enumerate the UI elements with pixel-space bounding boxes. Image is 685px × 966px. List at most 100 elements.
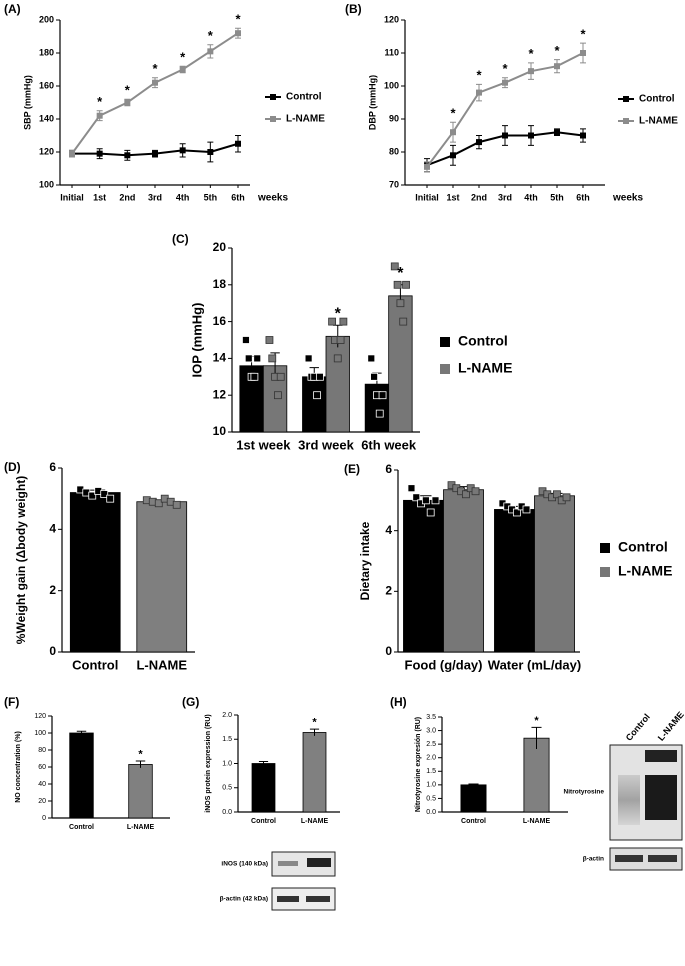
y-tick-label: 1.5 [222, 736, 232, 743]
blot-band [618, 775, 640, 825]
blot-label: Nitrotyrosine [564, 789, 605, 796]
data-point [207, 149, 214, 155]
x-tick-label: 1st [446, 192, 459, 202]
data-point [502, 132, 508, 139]
blot-label: β-actin [583, 856, 604, 863]
x-tick-label: Food (g/day) [405, 657, 483, 672]
x-tick-label: Water (mL/day) [488, 657, 581, 672]
legend-marker [623, 118, 629, 124]
error-bar [309, 728, 320, 736]
error-bar [258, 761, 269, 766]
blot-band [615, 855, 643, 862]
x-tick-label: 2nd [471, 192, 487, 202]
x-tick-label: Initial [415, 192, 439, 202]
y-tick-label: 2 [385, 584, 392, 598]
error-bar [76, 730, 87, 735]
y-tick-label: 12 [213, 387, 227, 401]
y-tick-label: 3.0 [426, 727, 436, 734]
y-axis-label: DBP (mmHg) [367, 75, 377, 130]
x-tick-label: Initial [60, 192, 84, 202]
data-point [235, 30, 241, 37]
y-tick-label: 20 [38, 798, 46, 805]
bar [388, 295, 413, 433]
y-tick-label: 70 [389, 179, 399, 189]
data-point [100, 490, 109, 498]
x-tick-label: 5th [204, 192, 218, 202]
y-tick-label: 0.0 [222, 809, 232, 816]
panel-label: (D) [4, 460, 21, 474]
legend-marker [270, 116, 276, 122]
y-tick-label: 6 [49, 460, 56, 474]
y-axis-label: Dietary intake [358, 521, 372, 600]
blot-band [277, 896, 299, 902]
data-point [522, 505, 531, 514]
legend-marker [270, 94, 276, 100]
data-point [426, 508, 435, 517]
significance-marker: * [180, 50, 186, 65]
y-axis-label: iNOS protein expression (RU) [205, 714, 212, 812]
bar [443, 489, 484, 653]
y-tick-label: 6 [385, 462, 392, 476]
data-point [378, 391, 387, 400]
data-point [450, 129, 456, 136]
x-tick-label: Control [461, 818, 486, 825]
data-point [152, 150, 158, 157]
data-point [402, 280, 410, 289]
data-point [390, 262, 399, 271]
panel-label: (F) [4, 695, 19, 709]
data-point [424, 163, 430, 170]
data-point [336, 336, 345, 344]
y-axis-label: Nitrotyrosine expresión (RU) [415, 717, 422, 812]
y-tick-label: 1.0 [222, 760, 232, 767]
data-point [274, 391, 282, 400]
data-point [393, 280, 402, 289]
data-point [367, 354, 376, 363]
y-tick-label: 0.0 [426, 809, 436, 816]
bar [523, 737, 550, 813]
x-tick-label: L-NAME [523, 818, 551, 825]
bar [136, 501, 188, 653]
error-bar [468, 783, 479, 786]
bar [534, 495, 575, 653]
y-tick-label: 0 [385, 644, 392, 658]
significance-marker: * [534, 715, 539, 727]
significance-marker: * [335, 306, 342, 323]
y-tick-label: 120 [39, 146, 54, 156]
y-tick-label: 16 [213, 314, 227, 328]
data-point [512, 508, 521, 517]
x-tick-label: Control [251, 818, 276, 825]
bar [325, 335, 350, 433]
panel-label: (E) [344, 462, 360, 476]
y-axis-label: %Weight gain (Δbody weight) [14, 476, 28, 644]
legend-swatch [600, 543, 610, 553]
x-tick-label: 2nd [119, 192, 135, 202]
x-tick-label: Control [72, 657, 118, 672]
data-point [152, 79, 158, 86]
y-tick-label: 40 [38, 781, 46, 788]
data-point [154, 499, 163, 508]
x-tick-label: L-NAME [301, 818, 329, 825]
significance-marker: * [476, 68, 482, 83]
data-point [313, 391, 321, 400]
data-point [96, 112, 103, 119]
data-point [528, 132, 534, 139]
y-tick-label: 60 [38, 764, 46, 771]
data-point [253, 354, 262, 363]
x-tick-label: L-NAME [127, 824, 155, 831]
y-tick-label: 120 [34, 713, 46, 720]
data-point [124, 99, 131, 106]
x-tick-label: 6th week [361, 437, 417, 452]
x-tick-label: 4th [176, 192, 190, 202]
legend-label: Control [458, 333, 508, 349]
y-tick-label: 80 [389, 146, 399, 156]
y-tick-label: 4 [49, 522, 56, 536]
y-tick-label: 10 [213, 424, 227, 438]
x-tick-label: 3rd week [298, 437, 354, 452]
data-point [172, 500, 181, 509]
significance-marker: * [528, 46, 534, 61]
data-point [412, 493, 421, 502]
data-point [268, 354, 277, 363]
significance-marker: * [312, 717, 317, 729]
legend-swatch [600, 567, 610, 577]
